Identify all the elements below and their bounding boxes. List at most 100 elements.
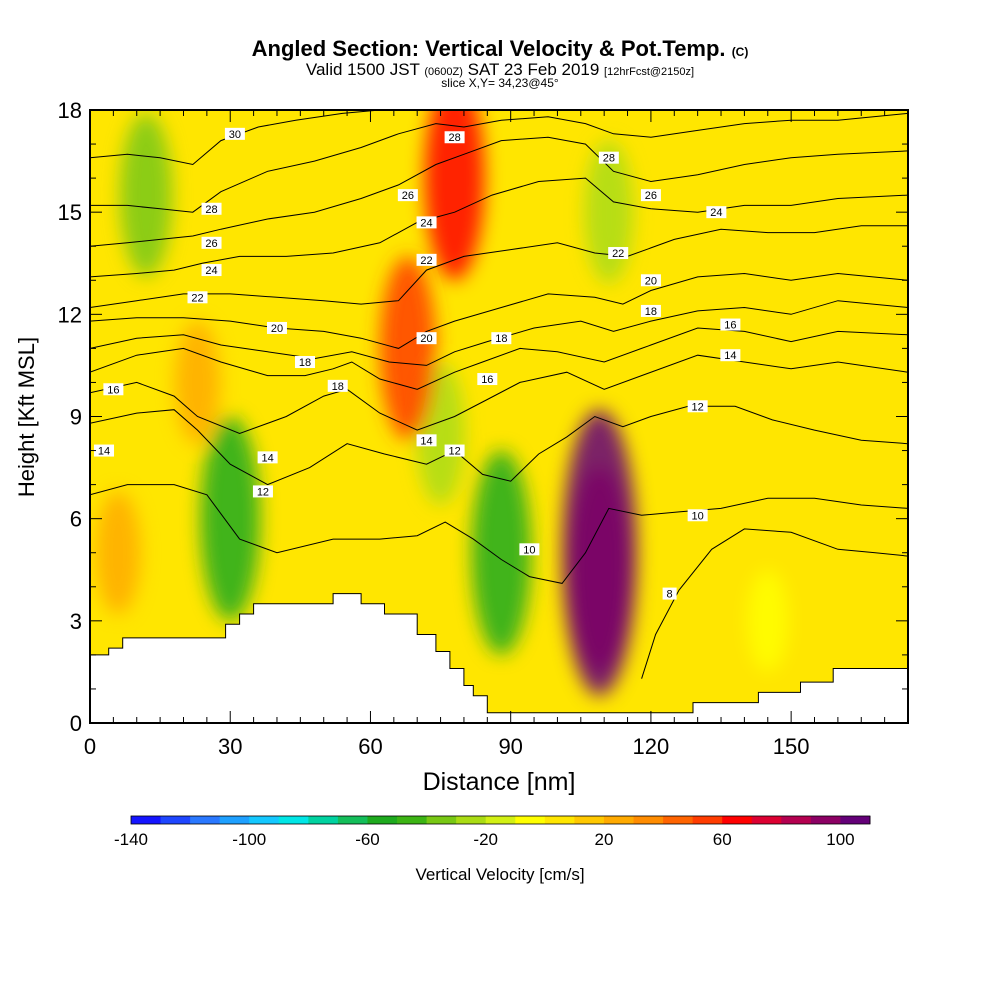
contour-label: 24 — [706, 206, 727, 219]
contour-label-text: 26 — [645, 190, 657, 202]
velocity-feature — [119, 113, 173, 277]
contour-label-text: 18 — [332, 381, 344, 393]
contour-label-text: 16 — [724, 320, 736, 332]
y-tick-label: 3 — [70, 609, 82, 634]
contour-label-text: 14 — [261, 452, 273, 464]
contour-label-box — [397, 189, 418, 202]
velocity-feature — [95, 491, 141, 615]
y-tick-label: 6 — [70, 507, 82, 532]
contour-label-box — [640, 274, 661, 287]
y-tick-label: 9 — [70, 405, 82, 430]
contour-label: 14 — [720, 349, 741, 362]
colorbar-tick-label: 100 — [826, 830, 854, 849]
contour-label: 12 — [687, 400, 708, 413]
contour-label-text: 14 — [724, 350, 736, 362]
contour-label: 22 — [187, 291, 208, 304]
velocity-feature — [379, 256, 436, 441]
colorbar-swatch — [840, 816, 871, 824]
contour-label-text: 8 — [667, 589, 673, 601]
contour-label: 18 — [295, 356, 316, 369]
colorbar-swatch — [485, 816, 516, 824]
contour-label-text: 18 — [645, 306, 657, 318]
colorbar-swatch — [190, 816, 221, 824]
colorbar-swatch — [456, 816, 487, 824]
y-tick-label: 0 — [70, 711, 82, 736]
colorbar-swatch — [131, 816, 162, 824]
colorbar-swatch — [515, 816, 546, 824]
contour-label-box — [201, 264, 222, 277]
contour-label-box — [416, 216, 437, 229]
theta-contour — [90, 110, 380, 166]
contour-label-box — [94, 444, 115, 457]
terrain — [90, 593, 908, 723]
axes: 0 30 60 90 120 150 0 3 6 9 12 15 18 — [58, 98, 908, 759]
contour-label: 10 — [519, 543, 540, 556]
contour-label: 22 — [608, 247, 629, 260]
colorbar-label: Vertical Velocity [cm/s] — [415, 865, 584, 884]
contour-label-text: 10 — [523, 544, 535, 556]
x-tick-label: 30 — [218, 734, 242, 759]
contour-label: 12 — [444, 444, 465, 458]
colorbar-tick-label: -140 — [114, 830, 148, 849]
contour-label-box — [416, 253, 437, 266]
colorbar-tick-label: 20 — [594, 830, 613, 849]
x-axis-label: Distance [nm] — [423, 768, 576, 796]
velocity-feature — [562, 409, 637, 696]
colorbar-swatch — [810, 816, 841, 824]
contour-label-box — [519, 543, 540, 556]
x-tick-label: 150 — [773, 734, 810, 759]
contour-label: 18 — [327, 379, 348, 393]
theta-contour — [90, 272, 908, 349]
colorbar-swatch — [544, 816, 575, 824]
contour-label-text: 22 — [612, 248, 624, 260]
contour-label-text: 30 — [229, 129, 241, 141]
velocity-feature — [471, 450, 532, 655]
colorbar-swatch — [722, 816, 753, 824]
contour-label-box — [477, 373, 498, 386]
contour-label: 18 — [640, 304, 661, 318]
y-tick-label: 12 — [58, 302, 82, 327]
contour-label-box — [706, 206, 727, 219]
chart-title-main: Angled Section: Vertical Velocity & Pot.… — [251, 36, 726, 61]
contour-label-box — [257, 451, 278, 464]
colorbar-swatch — [603, 816, 635, 824]
contour-label-box — [252, 485, 273, 498]
contour-label-box — [444, 131, 465, 144]
contour-label-text: 22 — [420, 255, 432, 267]
contour-label-box — [103, 383, 124, 396]
colorbar-swatch — [249, 816, 280, 824]
colorbar-swatch — [751, 816, 782, 824]
theta-contour — [90, 225, 908, 308]
contour-label-text: 26 — [402, 190, 414, 202]
contour-label-box — [416, 332, 437, 345]
terrain-mask — [90, 593, 908, 723]
theta-contour — [641, 528, 908, 679]
colorbar-swatch — [663, 816, 694, 824]
contour-label-text: 14 — [98, 446, 110, 458]
colorbar-swatch — [367, 816, 398, 824]
colorbar-swatch — [337, 816, 368, 824]
velocity-feature — [200, 416, 261, 621]
contour-label: 26 — [201, 236, 222, 250]
contour-label: 20 — [416, 332, 437, 345]
contour-label-text: 26 — [205, 238, 217, 250]
contour-label-box — [640, 304, 661, 317]
theta-contour — [90, 484, 908, 584]
colorbar-swatch — [574, 816, 605, 824]
contour-label-text: 24 — [710, 207, 722, 219]
theta-contour — [90, 300, 908, 366]
contour-label: 14 — [257, 451, 278, 464]
colorbar-swatch — [397, 816, 428, 824]
contour-label-text: 24 — [420, 217, 432, 229]
contour-label: 8 — [662, 587, 677, 601]
contour-label-text: 28 — [448, 132, 460, 144]
contour-label-box — [187, 291, 208, 304]
x-tick-label: 0 — [84, 734, 96, 759]
contour-label: 26 — [640, 189, 661, 202]
contour-label-text: 22 — [191, 292, 203, 304]
x-tick-label: 60 — [358, 734, 382, 759]
contour-label-text: 28 — [205, 204, 217, 216]
x-tick-label: 120 — [633, 734, 670, 759]
contour-label: 10 — [687, 509, 708, 522]
